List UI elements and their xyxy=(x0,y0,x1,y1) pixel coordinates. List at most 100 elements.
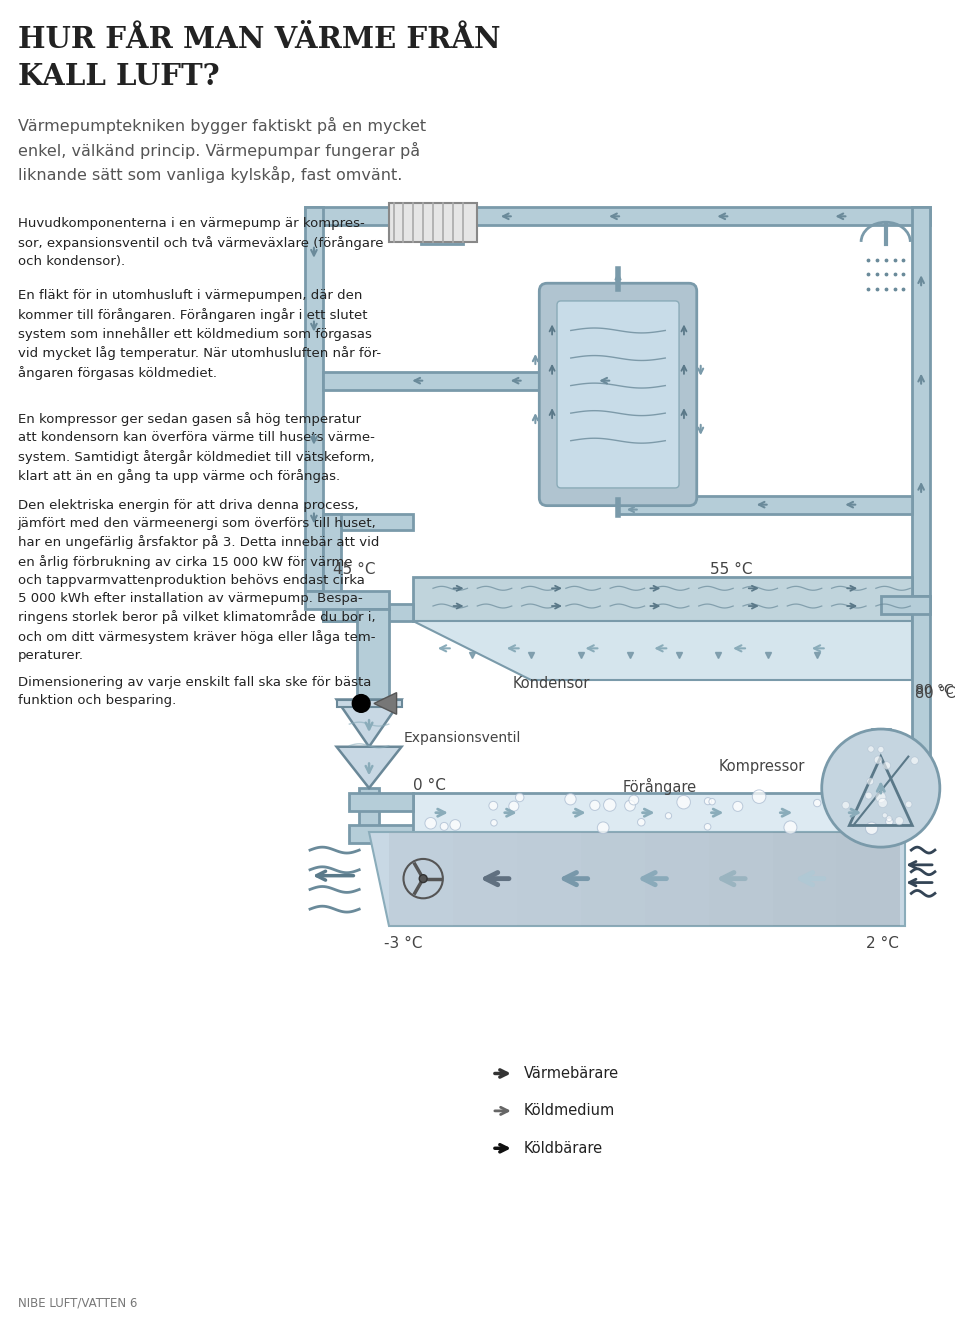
Circle shape xyxy=(604,799,616,811)
Bar xyxy=(359,621,379,699)
Text: -3 °C: -3 °C xyxy=(384,936,422,951)
Text: Värmepumptekniken bygger faktiskt på en mycket
enkel, välkänd princip. Värmepump: Värmepumptekniken bygger faktiskt på en … xyxy=(17,116,426,183)
Polygon shape xyxy=(389,833,453,925)
Bar xyxy=(305,592,389,609)
Text: 80 °C: 80 °C xyxy=(915,683,954,696)
Circle shape xyxy=(708,798,715,805)
Circle shape xyxy=(784,821,797,834)
Text: En kompressor ger sedan gasen så hög temperatur
att kondensorn kan överföra värm: En kompressor ger sedan gasen så hög tem… xyxy=(17,412,374,483)
Circle shape xyxy=(867,778,874,785)
Text: 45 °C: 45 °C xyxy=(332,562,375,577)
FancyBboxPatch shape xyxy=(540,284,697,506)
Text: Förångare: Förångare xyxy=(622,778,696,795)
Circle shape xyxy=(625,801,636,811)
Bar xyxy=(421,225,463,244)
Circle shape xyxy=(883,762,891,770)
Circle shape xyxy=(866,822,877,834)
Text: Den elektriska energin för att driva denna process,
jämfört med den värmeenergi : Den elektriska energin för att driva den… xyxy=(17,498,379,661)
Bar xyxy=(349,793,414,810)
Circle shape xyxy=(732,801,743,811)
Circle shape xyxy=(352,695,370,712)
Text: 55 °C: 55 °C xyxy=(710,562,753,577)
Polygon shape xyxy=(337,747,401,789)
Circle shape xyxy=(677,795,690,809)
Bar xyxy=(414,577,912,621)
Polygon shape xyxy=(453,833,516,925)
Circle shape xyxy=(516,793,524,802)
Circle shape xyxy=(637,818,645,826)
Bar xyxy=(323,514,341,621)
Bar xyxy=(323,372,669,390)
Circle shape xyxy=(842,802,850,809)
Bar xyxy=(389,202,477,242)
Circle shape xyxy=(450,819,461,830)
Circle shape xyxy=(911,757,919,765)
Bar xyxy=(305,208,323,592)
Circle shape xyxy=(564,794,576,805)
Text: KALL LUFT?: KALL LUFT? xyxy=(17,62,219,91)
Polygon shape xyxy=(581,833,644,925)
Text: NIBE LUFT/VATTEN 6: NIBE LUFT/VATTEN 6 xyxy=(17,1296,137,1310)
Text: 80 °C: 80 °C xyxy=(915,686,956,700)
Circle shape xyxy=(868,746,874,753)
Circle shape xyxy=(886,818,893,826)
Bar xyxy=(359,789,379,836)
Polygon shape xyxy=(414,621,912,680)
Circle shape xyxy=(876,793,886,802)
Text: Köldmedium: Köldmedium xyxy=(523,1103,614,1118)
Circle shape xyxy=(509,801,518,811)
Circle shape xyxy=(425,818,437,829)
Bar xyxy=(912,208,930,596)
Text: Kondensor: Kondensor xyxy=(513,676,589,691)
Polygon shape xyxy=(374,692,396,714)
Bar xyxy=(305,208,930,225)
Bar xyxy=(618,495,912,514)
Circle shape xyxy=(813,799,821,806)
Text: En fläkt för in utomhusluft i värmepumpen, där den
kommer till förångaren. Förån: En fläkt för in utomhusluft i värmepumpe… xyxy=(17,289,381,380)
Circle shape xyxy=(629,795,638,805)
Circle shape xyxy=(420,874,427,882)
Circle shape xyxy=(705,798,711,805)
Text: Huvudkomponenterna i en värmepump är kompres-
sor, expansionsventil och två värm: Huvudkomponenterna i en värmepump är kom… xyxy=(17,217,383,268)
Polygon shape xyxy=(337,699,401,747)
Text: Dimensionering av varje enskilt fall ska ske för bästa
funktion och besparing.: Dimensionering av varje enskilt fall ska… xyxy=(17,676,372,707)
Circle shape xyxy=(441,822,448,830)
Bar xyxy=(880,596,930,613)
Bar xyxy=(323,514,414,530)
Text: 5 °C: 5 °C xyxy=(856,778,889,793)
Circle shape xyxy=(491,819,497,826)
Circle shape xyxy=(665,813,672,819)
Bar xyxy=(414,793,905,833)
Text: Kompressor: Kompressor xyxy=(718,759,804,774)
Polygon shape xyxy=(708,833,773,925)
Circle shape xyxy=(895,817,903,825)
Text: Expansionsventil: Expansionsventil xyxy=(403,731,521,744)
Circle shape xyxy=(822,728,940,848)
Polygon shape xyxy=(836,833,900,925)
Circle shape xyxy=(878,798,887,807)
Circle shape xyxy=(705,823,711,830)
Bar xyxy=(610,291,627,372)
Circle shape xyxy=(882,813,887,818)
Polygon shape xyxy=(516,833,581,925)
Circle shape xyxy=(877,746,884,753)
Circle shape xyxy=(865,793,872,799)
Bar xyxy=(337,699,401,707)
Text: 2 °C: 2 °C xyxy=(866,936,899,951)
Bar xyxy=(349,825,423,844)
Circle shape xyxy=(886,815,892,822)
Circle shape xyxy=(753,790,766,803)
Bar xyxy=(912,596,930,793)
Polygon shape xyxy=(369,833,905,925)
Circle shape xyxy=(597,822,609,834)
Circle shape xyxy=(875,757,882,763)
Circle shape xyxy=(489,801,497,810)
Circle shape xyxy=(589,801,600,810)
Circle shape xyxy=(905,801,912,807)
Bar xyxy=(905,793,930,810)
Text: HUR FÅR MAN VÄRME FRÅN: HUR FÅR MAN VÄRME FRÅN xyxy=(17,25,500,55)
Text: 0 °C: 0 °C xyxy=(414,778,446,793)
Text: Värmebärare: Värmebärare xyxy=(523,1066,618,1081)
Bar xyxy=(872,728,890,793)
Polygon shape xyxy=(644,833,708,925)
